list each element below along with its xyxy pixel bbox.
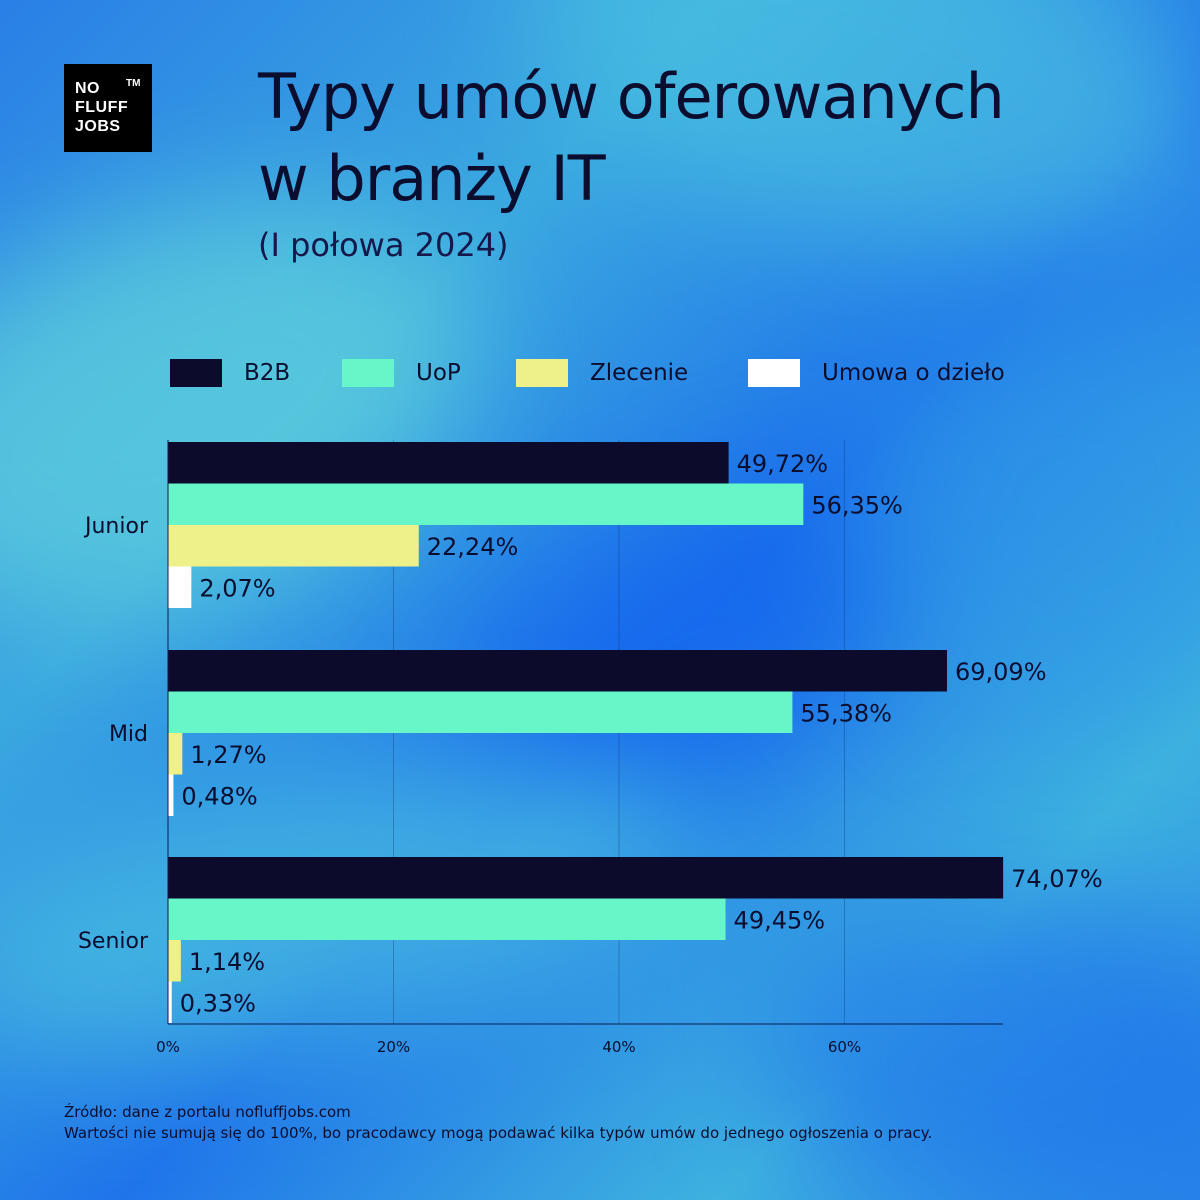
legend-label-b2b: B2B xyxy=(244,360,291,386)
legend-item-umowa-o-dzielo: Umowa o dzieło xyxy=(748,356,1005,390)
bar-senior-uop xyxy=(168,898,726,940)
footer-notes: Źródło: dane z portalu nofluffjobs.com W… xyxy=(64,1102,932,1144)
value-label-senior-b2b: 74,07% xyxy=(1011,865,1103,893)
legend-label-zlecenie: Zlecenie xyxy=(590,360,689,386)
bar-mid-umowa-o-dzielo xyxy=(168,774,174,816)
value-label-junior-uop: 56,35% xyxy=(811,491,903,519)
bar-mid-uop xyxy=(168,691,793,733)
legend-label-umowa-o-dzielo: Umowa o dzieło xyxy=(822,360,1005,386)
value-label-senior-zlecenie: 1,14% xyxy=(189,948,265,976)
bar-junior-uop xyxy=(168,483,804,525)
chart-title-line-1: Typy umów oferowanych xyxy=(258,60,1005,133)
source-note: Źródło: dane z portalu nofluffjobs.com xyxy=(64,1103,351,1121)
bar-junior-umowa-o-dzielo xyxy=(168,566,192,608)
bar-mid-zlecenie xyxy=(168,733,183,775)
value-label-junior-zlecenie: 22,24% xyxy=(427,533,519,561)
legend-item-zlecenie: Zlecenie xyxy=(516,356,688,390)
x-tick-label-20: 20% xyxy=(377,1038,410,1056)
value-label-mid-b2b: 69,09% xyxy=(955,658,1047,686)
x-tick-label-0: 0% xyxy=(156,1038,180,1056)
legend-label-uop: UoP xyxy=(416,360,461,386)
logo-word-jobs: JOBS xyxy=(75,118,121,135)
nofluffjobs-logo: NO TM FLUFF JOBS xyxy=(64,64,152,152)
legend-item-uop: UoP xyxy=(342,356,461,390)
bar-senior-zlecenie xyxy=(168,940,181,982)
value-label-junior-b2b: 49,72% xyxy=(737,450,829,478)
legend-swatch-zlecenie xyxy=(516,359,568,387)
bar-junior-b2b xyxy=(168,442,729,484)
disclaimer-note: Wartości nie sumują się do 100%, bo prac… xyxy=(64,1124,933,1142)
category-label-mid: Mid xyxy=(109,722,148,747)
value-label-mid-zlecenie: 1,27% xyxy=(190,741,266,769)
chart-title: Typy umów oferowanych w branży IT xyxy=(258,56,1178,220)
bar-senior-umowa-o-dzielo xyxy=(168,981,172,1023)
legend-swatch-uop xyxy=(342,359,394,387)
value-label-mid-uop: 55,38% xyxy=(800,699,892,727)
chart-title-line-2: w branży IT xyxy=(258,142,606,215)
legend-swatch-umowa-o-dzielo xyxy=(748,359,800,387)
legend-item-b2b: B2B xyxy=(170,356,290,390)
value-label-mid-umowa-o-dzielo: 0,48% xyxy=(181,782,257,810)
logo-word-fluff: FLUFF xyxy=(75,99,129,116)
x-tick-label-60: 60% xyxy=(828,1038,861,1056)
bar-junior-zlecenie xyxy=(168,525,419,567)
x-tick-label-40: 40% xyxy=(602,1038,635,1056)
value-label-senior-uop: 49,45% xyxy=(734,906,826,934)
chart-subtitle: (I połowa 2024) xyxy=(258,226,509,264)
value-label-junior-umowa-o-dzielo: 2,07% xyxy=(199,574,275,602)
bar-mid-b2b xyxy=(168,650,947,692)
value-label-senior-umowa-o-dzielo: 0,33% xyxy=(180,989,256,1017)
logo-word-no: NO xyxy=(75,80,100,97)
category-label-senior: Senior xyxy=(78,929,149,954)
logo-trademark: TM xyxy=(126,78,141,89)
category-label-junior: Junior xyxy=(83,514,149,539)
bar-senior-b2b xyxy=(168,857,1004,899)
legend-swatch-b2b xyxy=(170,359,222,387)
